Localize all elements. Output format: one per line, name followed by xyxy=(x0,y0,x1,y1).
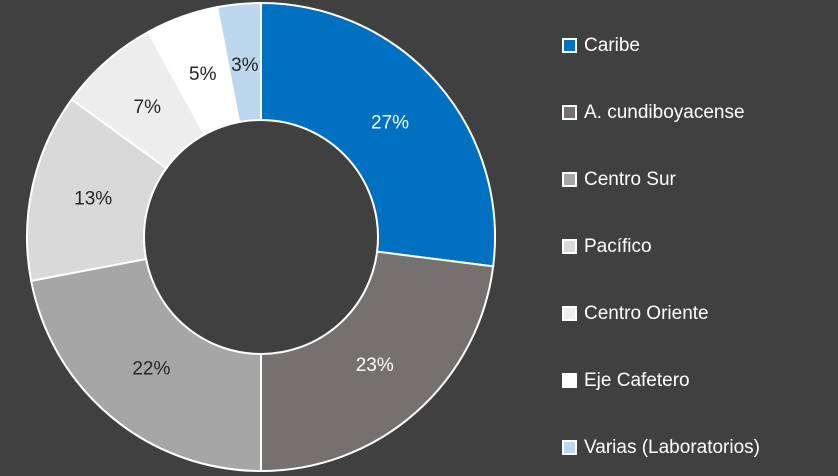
legend-label: Centro Oriente xyxy=(584,303,709,324)
legend-label: Eje Cafetero xyxy=(584,370,690,391)
donut-slice xyxy=(29,257,262,473)
data-label: 13% xyxy=(74,188,112,209)
legend-label: Centro Sur xyxy=(584,169,677,190)
legend-label: Caribe xyxy=(584,35,640,56)
legend-label: Pacífico xyxy=(584,236,652,257)
legend-swatch xyxy=(562,373,577,388)
legend-label: Varias (Laboratorios) xyxy=(584,437,760,458)
legend-swatch xyxy=(562,306,577,321)
data-label: 5% xyxy=(189,64,217,85)
data-label: 23% xyxy=(356,355,394,376)
legend-swatch xyxy=(562,38,577,53)
data-label: 27% xyxy=(371,112,409,133)
legend-swatch xyxy=(562,239,577,254)
donut-slice xyxy=(260,250,495,473)
donut-slice xyxy=(260,1,496,268)
data-label: 3% xyxy=(231,55,259,76)
data-label: 7% xyxy=(134,97,162,118)
legend-label: A. cundiboyacense xyxy=(584,102,745,123)
legend-swatch xyxy=(562,440,577,455)
legend-swatch xyxy=(562,105,577,120)
data-label: 22% xyxy=(132,359,170,380)
legend-swatch xyxy=(562,172,577,187)
donut-slice xyxy=(215,1,262,124)
